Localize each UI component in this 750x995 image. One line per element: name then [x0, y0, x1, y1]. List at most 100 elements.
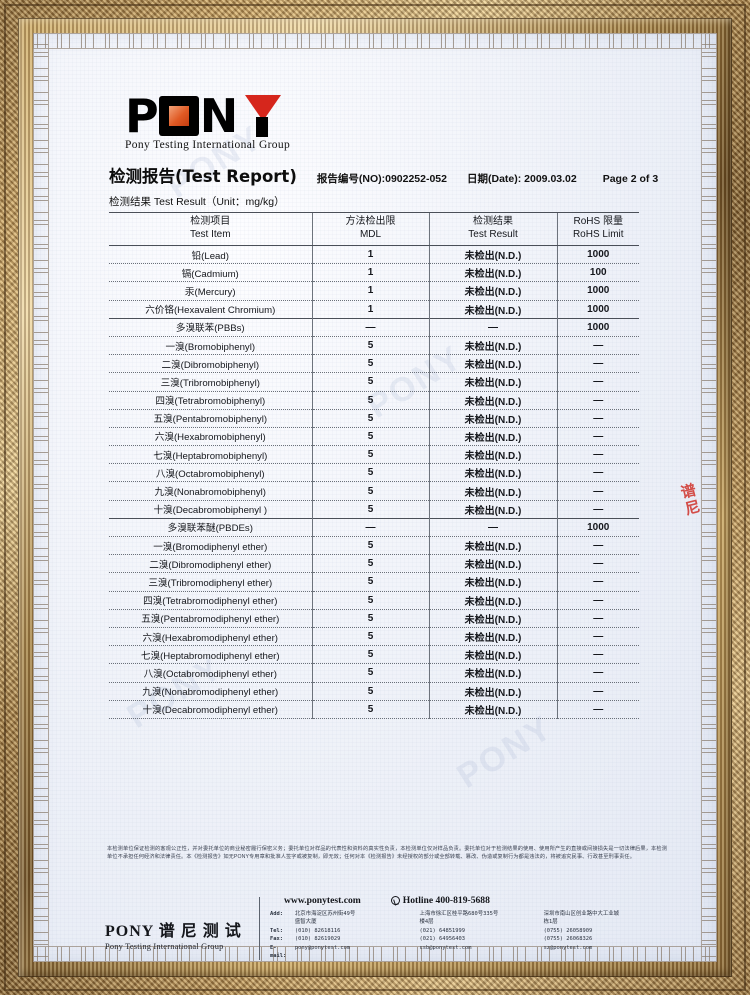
cell-test-result: 未检出(N.D.)	[428, 645, 557, 665]
cell-mdl: 5	[311, 372, 429, 392]
table-header-row: 检测项目 Test Item 方法检出限 MDL 检测结果 Test Resul…	[109, 212, 639, 246]
contact-label: Tel:	[270, 927, 283, 934]
stamp-char-1: 谱	[678, 480, 699, 502]
report-number: 报告编号(NO):0902252-052	[316, 173, 447, 185]
cell-mdl: 5	[311, 536, 429, 556]
cell-mdl: —	[311, 517, 429, 538]
cell-test-result: 未检出(N.D.)	[428, 391, 557, 410]
cell-test-item: 一溴(Bromodiphenyl ether)	[109, 536, 312, 556]
cell-test-item: 五溴(Pentabromobiphenyl)	[109, 409, 312, 428]
cell-mdl: 5	[311, 391, 429, 410]
cell-test-result: 未检出(N.D.)	[428, 336, 557, 356]
logo-letter-n: N	[199, 89, 238, 143]
cell-test-item: 四溴(Tetrabromodiphenyl ether)	[109, 591, 312, 610]
meander-border-right	[701, 33, 717, 962]
table-row: 镉(Cadmium) 1 未检出(N.D.) 100	[109, 263, 639, 283]
cell-test-result: 未检出(N.D.)	[428, 427, 557, 447]
cell-mdl: 5	[311, 627, 429, 647]
pony-logo: P N Pony Testing International Group	[125, 89, 667, 151]
page-indicator: Page 2 of 3	[602, 173, 659, 185]
cell-test-result: 未检出(N.D.)	[428, 245, 557, 265]
cell-test-item: 四溴(Tetrabromobiphenyl)	[109, 391, 312, 410]
footer-web-line: www.ponytest.com Hotline 400-819-5688	[270, 895, 667, 906]
website-link[interactable]: www.ponytest.com	[284, 895, 361, 906]
logo-subtitle: Pony Testing International Group	[125, 139, 291, 151]
cell-mdl: 5	[311, 591, 429, 610]
contact-value: csb@ponytest.com	[419, 944, 472, 951]
cell-test-result: 未检出(N.D.)	[428, 281, 557, 301]
certificate-paper: PONY PONY PONY PONY 谱 尼 P N	[33, 33, 717, 962]
cell-test-item: 七溴(Heptabromodiphenyl ether)	[109, 645, 312, 665]
table-row: 一溴(Bromodiphenyl ether) 5 未检出(N.D.) —	[109, 536, 639, 556]
table-row: 六价铬(Hexavalent Chromium) 1 未检出(N.D.) 1000	[109, 300, 639, 319]
cell-test-item: 汞(Mercury)	[109, 281, 312, 301]
cell-mdl: 1	[311, 245, 429, 265]
cell-mdl: 5	[311, 336, 429, 356]
red-triangle-icon	[245, 95, 282, 121]
cell-mdl: 5	[311, 481, 429, 501]
cell-test-item: 九溴(Nonabromodiphenyl ether)	[109, 682, 312, 701]
contact-row-email: E-mail: pony@ponytest.com csb@ponytest.com…	[270, 944, 667, 961]
contact-row-fax: Fax: (010) 82619029 (021) 64956403 (0755) 2…	[270, 935, 667, 943]
cell-test-item: 三溴(Tribromodiphenyl ether)	[109, 572, 312, 592]
cell-rohs-limit: —	[556, 500, 639, 519]
contact-value: (0755) 26058909	[543, 927, 593, 934]
cell-rohs-limit: —	[556, 554, 639, 574]
report-date: 日期(Date): 2009.03.02	[467, 173, 577, 185]
cell-test-item: 七溴(Heptabromobiphenyl)	[109, 445, 312, 465]
table-row: 多溴联苯醚(PBDEs) — —1000	[109, 517, 639, 538]
red-seal-stamp: 谱 尼	[678, 480, 703, 518]
cell-test-item: 八溴(Octabromodiphenyl ether)	[109, 663, 312, 683]
cell-rohs-limit: —	[556, 445, 639, 465]
result-subtitle: 检测结果 Test Result（Unit：mg/kg）	[109, 196, 285, 208]
cell-test-result: 未检出(N.D.)	[428, 263, 557, 283]
cell-test-item: 二溴(Dibromobiphenyl)	[109, 354, 312, 374]
cell-rohs-limit: —	[556, 391, 639, 410]
stamp-char-2: 尼	[682, 496, 703, 518]
cell-mdl: 5	[311, 700, 429, 719]
cell-test-result: 未检出(N.D.)	[428, 354, 557, 374]
col-header-cn: 检测项目	[190, 216, 231, 227]
table-row: 铅(Lead) 1 未检出(N.D.) 1000	[109, 245, 639, 265]
cell-rohs-limit: —	[556, 427, 639, 447]
test-result-table: 检测项目 Test Item 方法检出限 MDL 检测结果 Test Resul…	[109, 212, 639, 719]
logo-y-icon	[237, 95, 282, 137]
cell-rohs-limit: 1000	[556, 517, 639, 538]
cell-mdl: 5	[311, 609, 429, 628]
phone-icon	[390, 896, 400, 905]
cell-test-item: 九溴(Nonabromobiphenyl)	[109, 481, 312, 501]
cell-test-item: 六溴(Hexabromobiphenyl)	[109, 427, 312, 447]
cell-rohs-limit: —	[556, 354, 639, 374]
cell-test-result: 未检出(N.D.)	[428, 372, 557, 392]
col-header-test-item: 检测项目 Test Item	[109, 212, 312, 246]
page-title: 检测报告(Test Report)	[109, 167, 297, 186]
cell-rohs-limit: —	[556, 536, 639, 556]
cell-rohs-limit: —	[556, 572, 639, 592]
table-row: 七溴(Heptabromodiphenyl ether) 5 未检出(N.D.) —	[109, 645, 639, 665]
cell-rohs-limit: 1000	[556, 245, 639, 265]
cell-rohs-limit: —	[556, 663, 639, 683]
cell-mdl: —	[311, 317, 429, 337]
table-row: 六溴(Hexabromobiphenyl) 5 未检出(N.D.) —	[109, 427, 639, 447]
contact-table: Add: 北京市海淀区苏州街49号 盛智大厦 上海市徐汇区桂平路680号335号 楼4层…	[270, 910, 667, 960]
address-line-1: 上海市徐汇区桂平路680号335号	[419, 911, 499, 917]
table-row: 十溴(Decabromobiphenyl ) 5 未检出(N.D.) —	[109, 500, 639, 519]
contact-value: sz@ponytest.com	[543, 944, 593, 951]
cell-test-item: 一溴(Bromobiphenyl)	[109, 336, 312, 356]
table-row: 三溴(Tribromodiphenyl ether) 5 未检出(N.D.) —	[109, 572, 639, 592]
contact-value: 深圳市南山区创业路中大工业城 栋1层	[544, 910, 667, 927]
address-line-2: 盛智大厦	[294, 919, 317, 926]
cell-mdl: 5	[311, 500, 429, 519]
contact-label: E-mail:	[270, 944, 287, 959]
cell-mdl: 1	[311, 281, 429, 301]
cell-test-item: 六价铬(Hexavalent Chromium)	[109, 300, 312, 319]
cell-mdl: 5	[311, 572, 429, 592]
table-row: 多溴联苯(PBBs) — —1000	[109, 317, 639, 337]
contact-label: Add:	[270, 911, 283, 917]
col-header-mdl: 方法检出限 MDL	[311, 212, 429, 246]
test-result-body: 铅(Lead) 1 未检出(N.D.) 1000 镉(Cadmium) 1 未检出(N.D.…	[109, 245, 639, 719]
address-line-1: 深圳市南山区创业路中大工业城	[543, 911, 620, 917]
cell-test-item: 多溴联苯醚(PBDEs)	[109, 517, 312, 538]
cell-mdl: 1	[311, 300, 429, 319]
